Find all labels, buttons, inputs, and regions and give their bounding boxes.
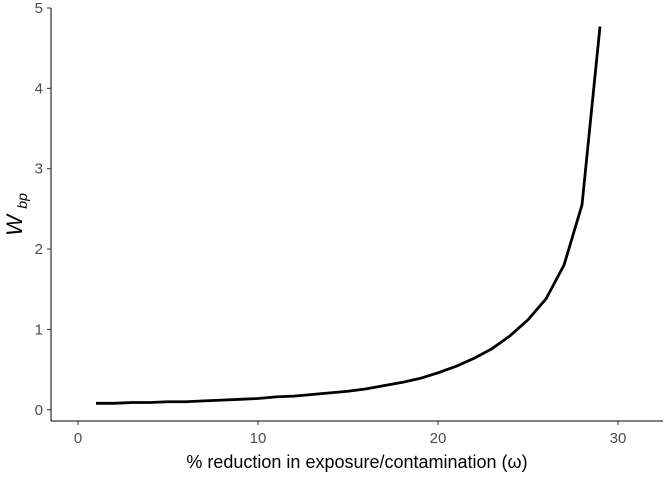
y-axis-title-main: W xyxy=(2,213,27,236)
y-axis-title: W bp xyxy=(2,193,30,236)
y-axis-title-subscript: bp xyxy=(14,193,30,209)
y-tick-label: 2 xyxy=(35,241,43,258)
y-tick-label: 5 xyxy=(35,0,43,17)
axes xyxy=(50,8,663,422)
x-tick-label: 10 xyxy=(250,430,267,447)
series-line xyxy=(96,26,602,405)
x-tick-label: 0 xyxy=(74,430,82,447)
x-tick-label: 20 xyxy=(430,430,447,447)
y-tick-label: 1 xyxy=(35,321,43,338)
y-tick-label: 0 xyxy=(35,402,43,419)
y-axis-ticks: 0 1 2 3 4 5 xyxy=(35,0,51,419)
series-layer xyxy=(96,26,602,405)
x-axis-ticks: 0 10 20 30 xyxy=(74,421,627,447)
x-axis-title: % reduction in exposure/contamination (ω… xyxy=(186,452,527,472)
svg-text:W bp: W bp xyxy=(2,193,30,236)
x-tick-label: 30 xyxy=(610,430,627,447)
y-tick-label: 3 xyxy=(35,161,43,178)
y-tick-label: 4 xyxy=(35,80,43,97)
